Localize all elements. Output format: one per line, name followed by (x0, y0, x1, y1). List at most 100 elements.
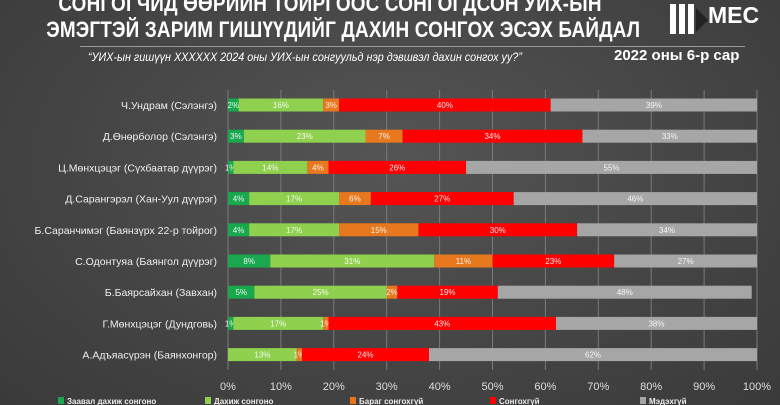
x-tick-label: 60% (534, 381, 556, 393)
data-label: 15% (371, 226, 387, 235)
bar-segment (307, 160, 329, 174)
bar-segment (323, 98, 340, 112)
bar-segment (254, 285, 387, 299)
bar-segment (339, 223, 419, 237)
bar-segment (238, 98, 324, 112)
bar-segment (228, 160, 234, 174)
bar-segment (302, 348, 430, 362)
legend-label: Сонгохгүй (499, 397, 540, 405)
data-label: 33% (662, 132, 678, 141)
bar-segment (397, 285, 498, 299)
data-label: 55% (604, 163, 620, 172)
bar-segment (614, 254, 757, 268)
legend-swatch (205, 397, 211, 404)
data-label: 62% (585, 351, 601, 360)
category-label: Д.Сарангэрэл (Хан-Уул дүүрэг) (65, 194, 217, 206)
bar-segment (228, 192, 250, 206)
data-label: 40% (437, 101, 453, 110)
bar-segment (328, 160, 467, 174)
title-line-2: ЭМЭГТЭЙ ЗАРИМ ГИШҮҮДИЙГ ДАХИН СОНГОХ ЭСЭ… (46, 17, 641, 42)
legend-swatch (58, 397, 64, 404)
data-label: 24% (358, 351, 374, 360)
category-label: Ц.Мөнхцэцэг (Сүхбаатар дүүрэг) (58, 162, 217, 174)
data-label: 17% (286, 226, 302, 235)
data-label: 46% (627, 195, 643, 204)
bar-segment (249, 223, 340, 237)
data-label: 14% (262, 163, 278, 172)
bar-segment (228, 316, 234, 330)
data-label: 5% (235, 288, 247, 297)
x-tick-label: 40% (429, 381, 451, 393)
x-tick-label: 50% (481, 381, 503, 393)
data-label: 17% (270, 319, 286, 328)
bar-segment (513, 192, 757, 206)
data-label: 1% (294, 351, 306, 360)
bar-segment (228, 285, 255, 299)
bar-segment (582, 129, 757, 143)
bar-segment (386, 285, 398, 299)
bar-segment (328, 316, 556, 330)
bar-segment (243, 129, 366, 143)
data-label: 3% (325, 101, 337, 110)
data-label: 23% (297, 132, 313, 141)
x-tick-label: 90% (693, 381, 715, 393)
data-label: 26% (389, 163, 405, 172)
data-label: 38% (648, 319, 664, 328)
logo-text: MEC (708, 2, 760, 28)
bar-segment (497, 285, 752, 299)
data-label: 25% (313, 288, 329, 297)
data-label: 2% (386, 288, 398, 297)
data-label: 4% (233, 195, 245, 204)
x-tick-label: 80% (640, 381, 662, 393)
data-label: 30% (490, 226, 506, 235)
data-label: 39% (646, 101, 662, 110)
data-label: 17% (286, 195, 302, 204)
bar-segment (492, 254, 615, 268)
bar-segment (296, 348, 303, 362)
bar-segment (555, 316, 757, 330)
survey-date: 2022 оны 6-р сар (614, 47, 740, 64)
bar-segment (228, 348, 297, 362)
title-line-1: СОНГОГЧИД ӨӨРИЙН ТОЙРГООС СОНГОГДСОН УИХ… (58, 0, 602, 16)
legend-label: Бараг сонгохгүй (359, 397, 423, 405)
data-label: 23% (545, 257, 561, 266)
bar-segment (418, 223, 578, 237)
legend-swatch (490, 397, 496, 404)
data-label: 34% (659, 226, 675, 235)
data-label: 8% (243, 257, 255, 266)
bar-segment (466, 160, 757, 174)
category-label: А.Адъяасүрэн (Баянхонгор) (82, 350, 217, 362)
data-label: 31% (344, 257, 360, 266)
bar-segment (228, 98, 239, 112)
bar-segment (577, 223, 757, 237)
legend-swatch (350, 397, 356, 404)
data-label: 3% (230, 132, 242, 141)
x-tick-label: 10% (270, 381, 292, 393)
bar-segment (550, 98, 757, 112)
bar-segment (233, 316, 324, 330)
bar-segment (228, 254, 271, 268)
x-tick-label: 100% (743, 381, 771, 393)
bar-segment (339, 192, 371, 206)
category-label: Б.Баярсайхан (Завхан) (105, 287, 217, 299)
data-label: 13% (254, 351, 270, 360)
title-divider (80, 46, 745, 47)
survey-question: “УИХ-ын гишүүн XXXXXX 2024 оны УИХ-ын со… (88, 50, 522, 64)
data-label: 43% (434, 319, 450, 328)
bar-segment (434, 254, 493, 268)
x-tick-label: 20% (323, 381, 345, 393)
data-label: 4% (233, 226, 245, 235)
bar-segment (339, 98, 551, 112)
x-tick-label: 0% (220, 381, 236, 393)
data-label: 19% (440, 288, 456, 297)
x-tick-label: 30% (376, 381, 398, 393)
mec-logo-icon (670, 4, 708, 34)
bar-segment (365, 129, 403, 143)
data-label: 1% (320, 319, 332, 328)
data-label: 4% (312, 163, 324, 172)
data-label: 6% (349, 195, 361, 204)
bar-segment (323, 316, 329, 330)
bar-segment (270, 254, 435, 268)
bar-segment (228, 223, 250, 237)
data-label: 48% (617, 288, 633, 297)
